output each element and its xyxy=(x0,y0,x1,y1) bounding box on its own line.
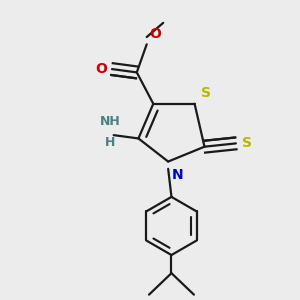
Text: O: O xyxy=(95,62,107,76)
Text: S: S xyxy=(200,86,211,100)
Text: N: N xyxy=(172,168,183,182)
Text: O: O xyxy=(149,27,161,41)
Text: NH: NH xyxy=(100,115,121,128)
Text: S: S xyxy=(242,136,252,150)
Text: H: H xyxy=(105,136,116,149)
